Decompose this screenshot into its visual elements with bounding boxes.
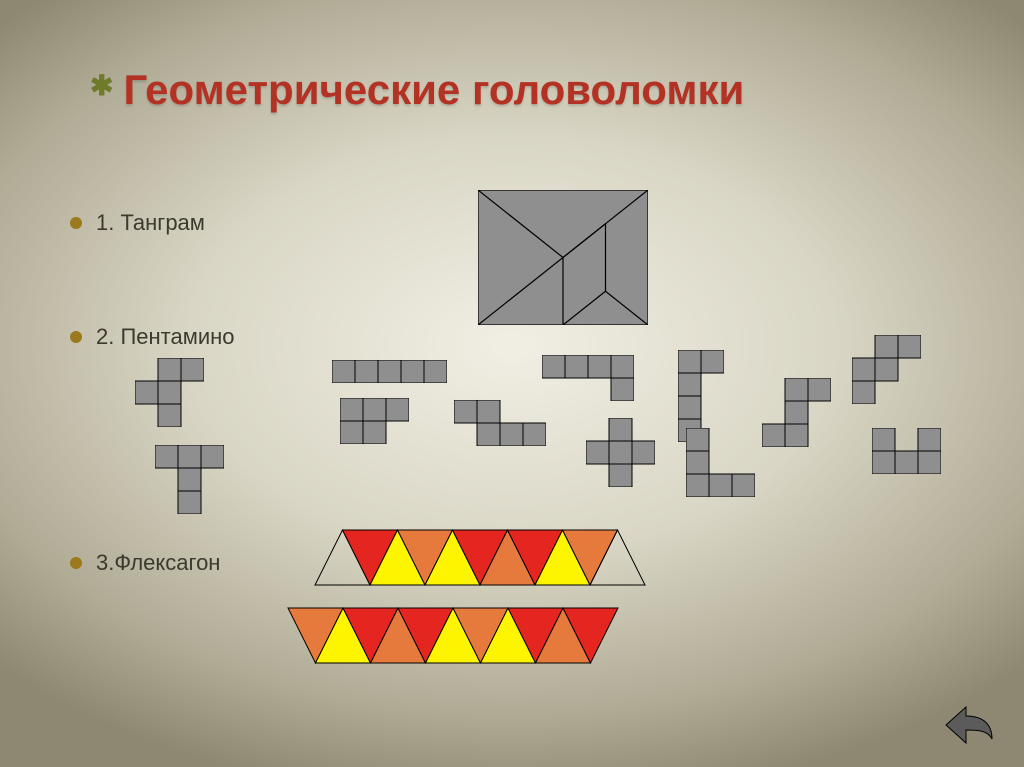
flexagon-diagram [0, 0, 1024, 767]
slide: ✱ Геометрические головоломки 1. Танграм … [0, 0, 1024, 767]
back-arrow-icon[interactable] [944, 703, 994, 747]
